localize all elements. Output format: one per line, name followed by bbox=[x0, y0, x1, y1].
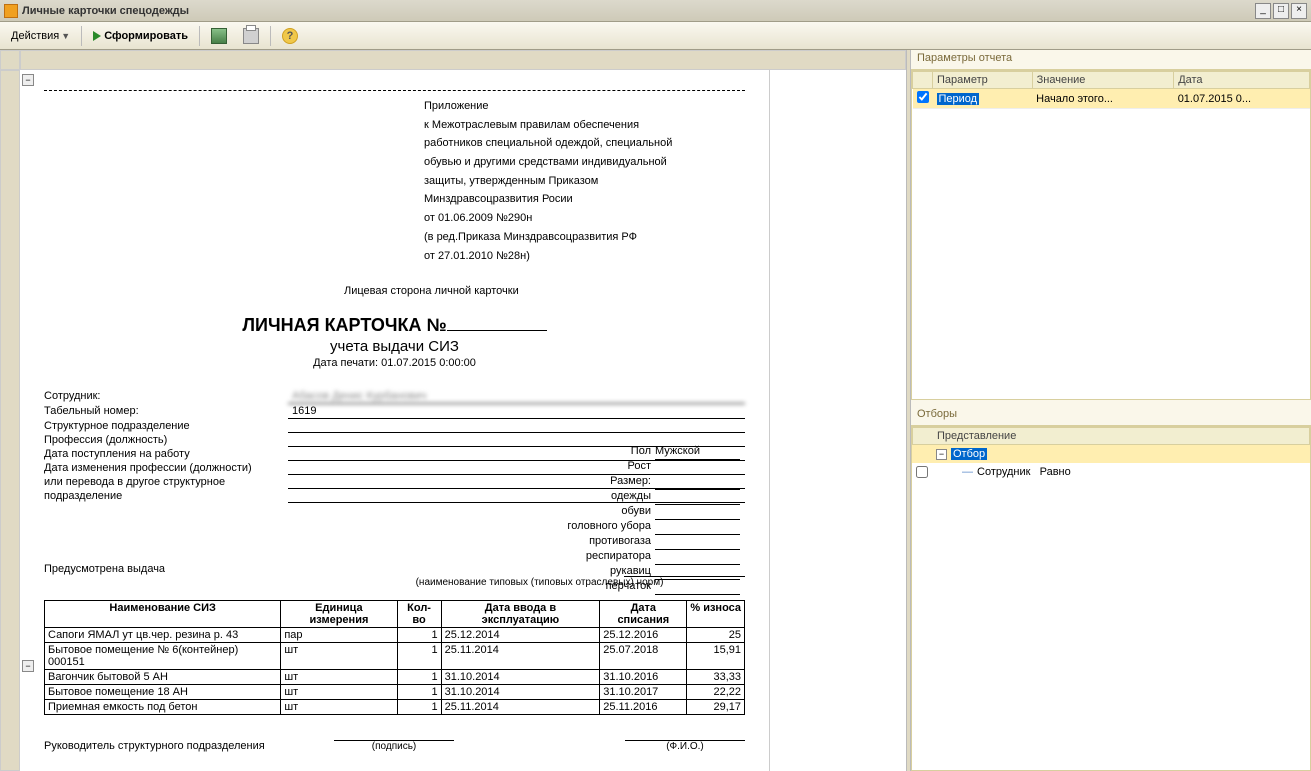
filter-root[interactable]: −Отбор bbox=[912, 445, 1310, 463]
save-icon bbox=[211, 28, 227, 44]
table-row: Бытовое помещение 18 АНшт131.10.201431.1… bbox=[45, 685, 745, 700]
table-row: Бытовое помещение № 6(контейнер) 000151ш… bbox=[45, 643, 745, 670]
table-row: Сапоги ЯМАЛ ут цв.чер. резина р. 43пар12… bbox=[45, 628, 745, 643]
help-icon: ? bbox=[282, 28, 298, 44]
print-icon bbox=[243, 28, 259, 44]
ruler-horizontal bbox=[20, 50, 906, 70]
close-button[interactable]: × bbox=[1291, 3, 1307, 19]
form-button[interactable]: Сформировать bbox=[86, 25, 195, 47]
collapse-toggle-2[interactable]: − bbox=[22, 660, 34, 672]
right-labels: ПолМужскойРостРазмер:одеждыобувиголовног… bbox=[560, 445, 740, 595]
filter-checkbox[interactable] bbox=[916, 466, 928, 478]
form-label: Дата изменения профессии (должности) bbox=[44, 461, 284, 475]
params-title: Параметры отчета bbox=[911, 50, 1311, 70]
signature-label: Руководитель структурного подразделения bbox=[44, 740, 334, 752]
right-pane: Параметры отчета ПараметрЗначениеДата Пе… bbox=[911, 50, 1311, 771]
toolbar: Действия▼ Сформировать ? bbox=[0, 22, 1311, 50]
form-label: подразделение bbox=[44, 489, 284, 503]
play-icon bbox=[93, 31, 101, 41]
signature-sub1: (подпись) bbox=[334, 741, 454, 752]
filter-header: Представление bbox=[912, 427, 1310, 445]
print-date: Дата печати: 01.07.2015 0:00:00 bbox=[44, 357, 745, 369]
card-title: ЛИЧНАЯ КАРТОЧКА № bbox=[44, 315, 745, 336]
section-label: Лицевая сторона личной карточки bbox=[344, 285, 745, 297]
tree-toggle-icon[interactable]: − bbox=[936, 449, 947, 460]
document-scroll[interactable]: − − Приложениек Межотраслевым правилам о… bbox=[20, 70, 906, 771]
form-value: 1619 bbox=[288, 404, 745, 419]
maximize-button[interactable]: □ bbox=[1273, 3, 1289, 19]
form-value bbox=[288, 419, 745, 433]
param-checkbox[interactable] bbox=[917, 91, 929, 103]
form-label: Сформировать bbox=[104, 30, 188, 42]
ruler-vertical bbox=[0, 70, 20, 771]
provided-label: Предусмотрена выдача bbox=[44, 563, 334, 577]
actions-menu[interactable]: Действия▼ bbox=[4, 25, 77, 47]
form-label: или перевода в другое структурное bbox=[44, 475, 284, 489]
title-bar: Личные карточки спецодежды _ □ × bbox=[0, 0, 1311, 22]
siz-table: Наименование СИЗЕдиница измеренияКол-воД… bbox=[44, 600, 745, 715]
print-button[interactable] bbox=[236, 25, 266, 47]
form-label: Сотрудник: bbox=[44, 389, 284, 404]
param-row[interactable]: ПериодНачало этого...01.07.2015 0... bbox=[913, 89, 1310, 109]
form-label: Дата поступления на работу bbox=[44, 447, 284, 461]
table-row: Приемная емкость под бетоншт125.11.20142… bbox=[45, 700, 745, 715]
save-button[interactable] bbox=[204, 25, 234, 47]
app-icon bbox=[4, 4, 18, 18]
params-table: ПараметрЗначениеДата ПериодНачало этого.… bbox=[912, 71, 1310, 109]
signature-row: Руководитель структурного подразделения … bbox=[44, 727, 745, 752]
filter-item[interactable]: —Сотрудник Равно bbox=[912, 463, 1310, 481]
window-title: Личные карточки спецодежды bbox=[22, 5, 1253, 17]
ruler-corner bbox=[0, 50, 20, 70]
collapse-toggle[interactable]: − bbox=[22, 74, 34, 86]
document-pane: − − Приложениек Межотраслевым правилам о… bbox=[0, 50, 906, 771]
filter-tree[interactable]: Представление −Отбор —Сотрудник Равно bbox=[912, 427, 1310, 481]
form-label: Табельный номер: bbox=[44, 404, 284, 419]
table-row: Вагончик бытовой 5 АНшт131.10.201431.10.… bbox=[45, 670, 745, 685]
help-button[interactable]: ? bbox=[275, 25, 305, 47]
form-label: Структурное подразделение bbox=[44, 419, 284, 433]
form-value: Абасов Денис Курбанович bbox=[288, 389, 745, 404]
appendix-text: Приложениек Межотраслевым правилам обесп… bbox=[424, 97, 745, 265]
minimize-button[interactable]: _ bbox=[1255, 3, 1271, 19]
document-page: − − Приложениек Межотраслевым правилам о… bbox=[20, 70, 770, 771]
signature-sub2: (Ф.И.О.) bbox=[625, 741, 745, 752]
card-subtitle: учета выдачи СИЗ bbox=[44, 338, 745, 355]
form-label: Профессия (должность) bbox=[44, 433, 284, 447]
filters-title: Отборы bbox=[911, 406, 1311, 426]
actions-label: Действия bbox=[11, 30, 59, 42]
